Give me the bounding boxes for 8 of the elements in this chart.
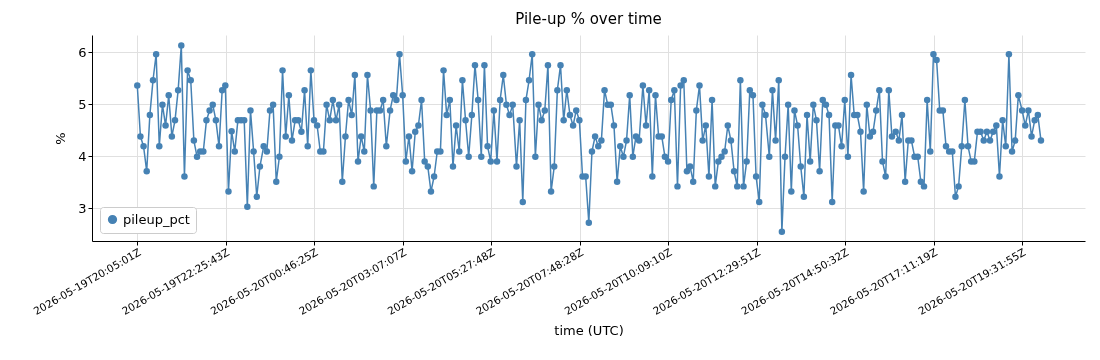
chart-title: Pile-up % over time bbox=[515, 10, 662, 28]
y-tick-label: 5 bbox=[78, 96, 87, 112]
y-axis-title: % bbox=[53, 132, 69, 145]
x-axis-title: time (UTC) bbox=[554, 323, 624, 339]
y-tick-label: 4 bbox=[78, 148, 87, 164]
y-tick-label: 3 bbox=[78, 200, 87, 216]
legend-label: pileup_pct bbox=[123, 211, 190, 227]
y-tick-label: 6 bbox=[78, 44, 87, 60]
